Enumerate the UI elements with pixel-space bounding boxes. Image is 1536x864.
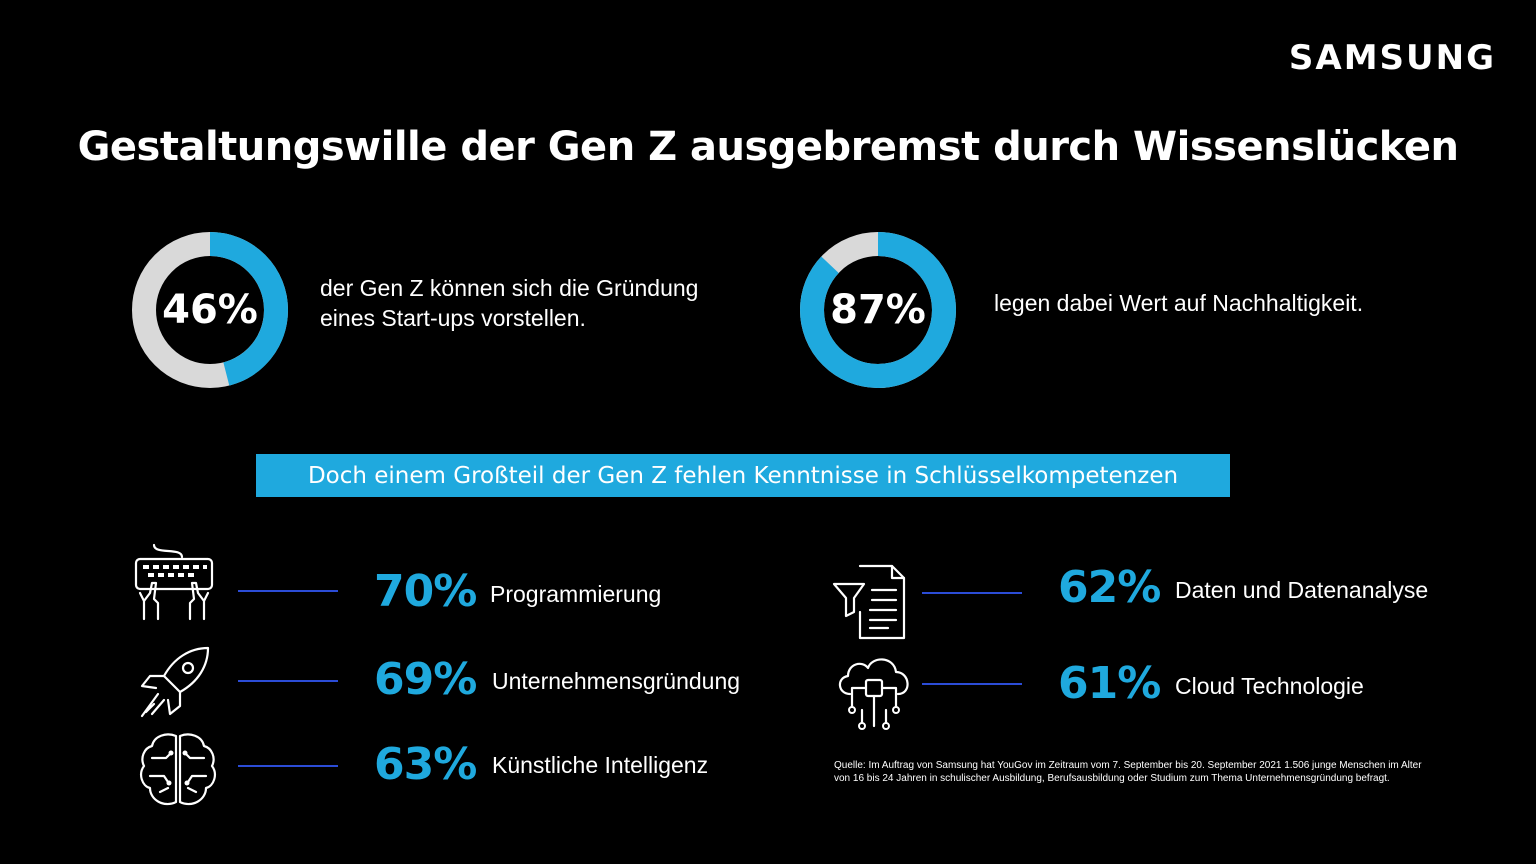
source-line-2: von 16 bis 24 Jahren in schulischer Ausb…: [834, 773, 1390, 784]
connector-line-5: [922, 683, 1022, 685]
skill-4-label: Daten und Datenanalyse: [1175, 577, 1429, 603]
stat-1-line2: eines Start-ups vorstellen.: [320, 305, 586, 331]
stat-1-text: der Gen Z können sich die Gründung eines…: [320, 273, 698, 333]
brain-icon: [136, 728, 220, 816]
donut-1-value: 46%: [162, 287, 258, 333]
connector-line-1: [238, 590, 338, 592]
skill-2-label: Unternehmensgründung: [492, 668, 741, 694]
skill-5-label: Cloud Technologie: [1175, 673, 1364, 699]
connector-line-3: [238, 765, 338, 767]
connector-line-2: [238, 680, 338, 682]
rocket-icon: [134, 642, 218, 730]
donut-chart-2: 87%: [798, 230, 958, 394]
donut-2-value: 87%: [830, 287, 926, 333]
samsung-logo: SAMSUNG: [1288, 38, 1496, 78]
skill-4-pct: 62%: [1058, 562, 1161, 613]
skill-1-label: Programmierung: [490, 581, 662, 607]
donut-chart-1: 46%: [130, 230, 290, 394]
skill-5-pct: 61%: [1058, 658, 1161, 709]
stat-2-line1: legen dabei Wert auf Nachhaltigkeit.: [994, 290, 1364, 316]
donut-2-arc: [800, 232, 956, 388]
skill-2-pct: 69%: [374, 654, 477, 705]
stat-2-text: legen dabei Wert auf Nachhaltigkeit.: [994, 288, 1363, 318]
connector-line-4: [922, 592, 1022, 594]
skill-1-pct: 70%: [374, 566, 477, 617]
data-filter-icon: [830, 560, 914, 648]
skill-3-label: Künstliche Intelligenz: [492, 752, 709, 778]
section-banner: Doch einem Großteil der Gen Z fehlen Ken…: [256, 454, 1230, 497]
keyboard-icon: [132, 543, 216, 631]
source-line-1: Quelle: Im Auftrag von Samsung hat YouGo…: [834, 760, 1422, 771]
skill-3-pct: 63%: [374, 739, 477, 790]
source-note: Quelle: Im Auftrag von Samsung hat YouGo…: [834, 759, 1444, 785]
stat-1-line1: der Gen Z können sich die Gründung: [320, 275, 699, 301]
page-title: Gestaltungswille der Gen Z ausgebremst d…: [77, 124, 1459, 170]
cloud-icon: [832, 648, 916, 736]
donut-1-arc: [132, 232, 288, 388]
